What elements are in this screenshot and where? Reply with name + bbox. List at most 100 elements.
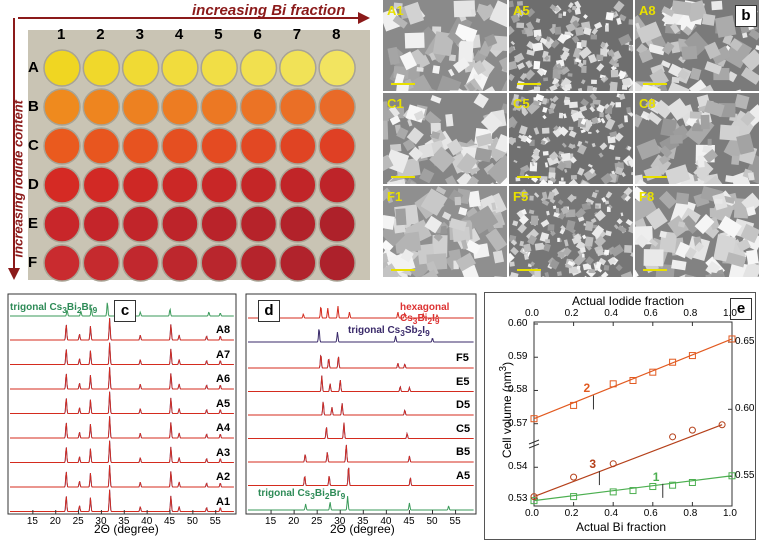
sem-grain bbox=[546, 211, 550, 216]
series-label-1: 1 bbox=[653, 470, 660, 484]
sem-grain bbox=[670, 135, 683, 144]
row-letter-A: A bbox=[28, 59, 39, 76]
panel-c-sample-A1: A1 bbox=[216, 496, 230, 508]
panel-d-pattern-obs-B5 bbox=[248, 445, 474, 462]
panel-c-reference-label: trigonal Cs3Bi2Br9 bbox=[10, 302, 97, 315]
sem-grain bbox=[617, 183, 620, 184]
sem-grain bbox=[629, 90, 633, 91]
sem-grain bbox=[588, 54, 597, 64]
well-A5 bbox=[201, 50, 237, 86]
sem-grain bbox=[631, 172, 633, 175]
well-A6 bbox=[241, 50, 277, 86]
sem-grain bbox=[630, 252, 633, 258]
sem-grain bbox=[573, 196, 577, 199]
well-D3 bbox=[123, 167, 159, 203]
sem-grain bbox=[585, 140, 589, 143]
panel-d: hexagonal Cs3Bi2I9 trigonal Cs3Sb2I9 tri… bbox=[244, 292, 480, 542]
sem-grain bbox=[546, 89, 550, 91]
sem-grain bbox=[690, 111, 702, 119]
well-E7 bbox=[280, 206, 316, 242]
row-letter-D: D bbox=[28, 176, 39, 193]
sem-grain bbox=[558, 13, 562, 18]
sem-scalebar-A1 bbox=[391, 83, 415, 85]
well-B7 bbox=[280, 89, 316, 125]
row-letter-C: C bbox=[28, 137, 39, 154]
series-1-point bbox=[610, 489, 616, 495]
sem-grain bbox=[741, 67, 759, 85]
sem-label-C1: C1 bbox=[387, 96, 404, 111]
panel-e-left-tick-label-0.59: 0.59 bbox=[508, 351, 527, 362]
sem-label-A1: A1 bbox=[387, 3, 404, 18]
sem-grain bbox=[531, 216, 538, 226]
panel-d-pattern-obs-D5 bbox=[248, 402, 474, 415]
sem-scalebar-A8 bbox=[643, 83, 667, 85]
sem-grain bbox=[509, 61, 517, 71]
panel-e-top-xtick-label-0.2: 0.2 bbox=[565, 308, 579, 319]
sem-grain bbox=[450, 90, 469, 91]
top-arrow-label: increasing Bi fraction bbox=[192, 2, 345, 19]
sem-grain bbox=[510, 247, 519, 256]
well-F1 bbox=[44, 245, 80, 281]
panel-d-pattern-fit-A5 bbox=[248, 468, 474, 486]
series-1-fit-line bbox=[534, 476, 732, 501]
sem-grain bbox=[535, 243, 544, 251]
panel-c-xtick-label-45: 45 bbox=[164, 516, 175, 527]
sem-grain bbox=[624, 115, 628, 122]
sem-grain bbox=[605, 118, 616, 130]
panel-e-xtick-label-0.0: 0.0 bbox=[525, 508, 539, 519]
column-number-7: 7 bbox=[293, 26, 301, 43]
sem-grain bbox=[559, 113, 563, 119]
well-E6 bbox=[241, 206, 277, 242]
column-number-1: 1 bbox=[57, 26, 65, 43]
panel-d-sample-B5: B5 bbox=[456, 446, 470, 458]
sem-grain bbox=[755, 45, 759, 51]
sem-grain bbox=[569, 127, 574, 131]
sem-scalebar-C1 bbox=[391, 176, 415, 178]
well-F4 bbox=[162, 245, 198, 281]
sem-grain bbox=[615, 102, 621, 107]
sem-grain bbox=[513, 160, 517, 163]
sem-grain bbox=[591, 80, 597, 84]
sem-grain bbox=[635, 270, 639, 277]
column-number-8: 8 bbox=[332, 26, 340, 43]
sem-grain bbox=[435, 75, 461, 91]
sem-grain bbox=[592, 192, 598, 198]
panel-d-pattern-fit-D5 bbox=[248, 402, 474, 415]
sem-grain bbox=[583, 60, 586, 65]
sem-grain bbox=[600, 142, 608, 150]
sem-grain bbox=[562, 143, 567, 148]
series-label-2: 2 bbox=[583, 381, 590, 395]
sem-grain bbox=[568, 143, 574, 149]
sem-grain bbox=[682, 46, 698, 60]
panel-d-pattern-obs-A5 bbox=[248, 468, 474, 486]
well-A2 bbox=[83, 50, 119, 86]
sem-grain bbox=[543, 77, 548, 81]
well-E2 bbox=[83, 206, 119, 242]
panel-c-xtick-label-25: 25 bbox=[73, 516, 84, 527]
panel-e-xtick-label-0.6: 0.6 bbox=[644, 508, 658, 519]
sem-grain bbox=[610, 82, 618, 91]
sem-grain bbox=[545, 239, 550, 243]
sem-grain bbox=[529, 210, 535, 215]
well-D5 bbox=[201, 167, 237, 203]
sem-grain bbox=[729, 89, 747, 91]
panel-d-x-label: 2Θ (degree) bbox=[330, 522, 395, 536]
panel-d-xtick-label-25: 25 bbox=[311, 516, 322, 527]
panel-d-xtick-label-15: 15 bbox=[265, 516, 276, 527]
sem-grain bbox=[604, 265, 610, 271]
panel-c-pattern-obs-A4 bbox=[10, 416, 234, 438]
panel-e-xtick-label-0.2: 0.2 bbox=[565, 508, 579, 519]
top-arrow-head bbox=[358, 12, 370, 24]
panel-d-xtick-label-45: 45 bbox=[403, 516, 414, 527]
sem-grain bbox=[556, 208, 559, 213]
sem-grain bbox=[560, 51, 569, 61]
panel-e-xtick-label-0.8: 0.8 bbox=[683, 508, 697, 519]
panel-c-pattern-fit-A2 bbox=[10, 465, 234, 487]
sem-grain bbox=[542, 128, 550, 134]
sem-grain bbox=[734, 94, 749, 109]
sem-grain bbox=[567, 8, 572, 13]
series-1-point bbox=[571, 494, 577, 500]
sem-grain bbox=[445, 175, 459, 184]
sem-grain bbox=[405, 33, 425, 49]
sem-grain bbox=[510, 272, 519, 277]
